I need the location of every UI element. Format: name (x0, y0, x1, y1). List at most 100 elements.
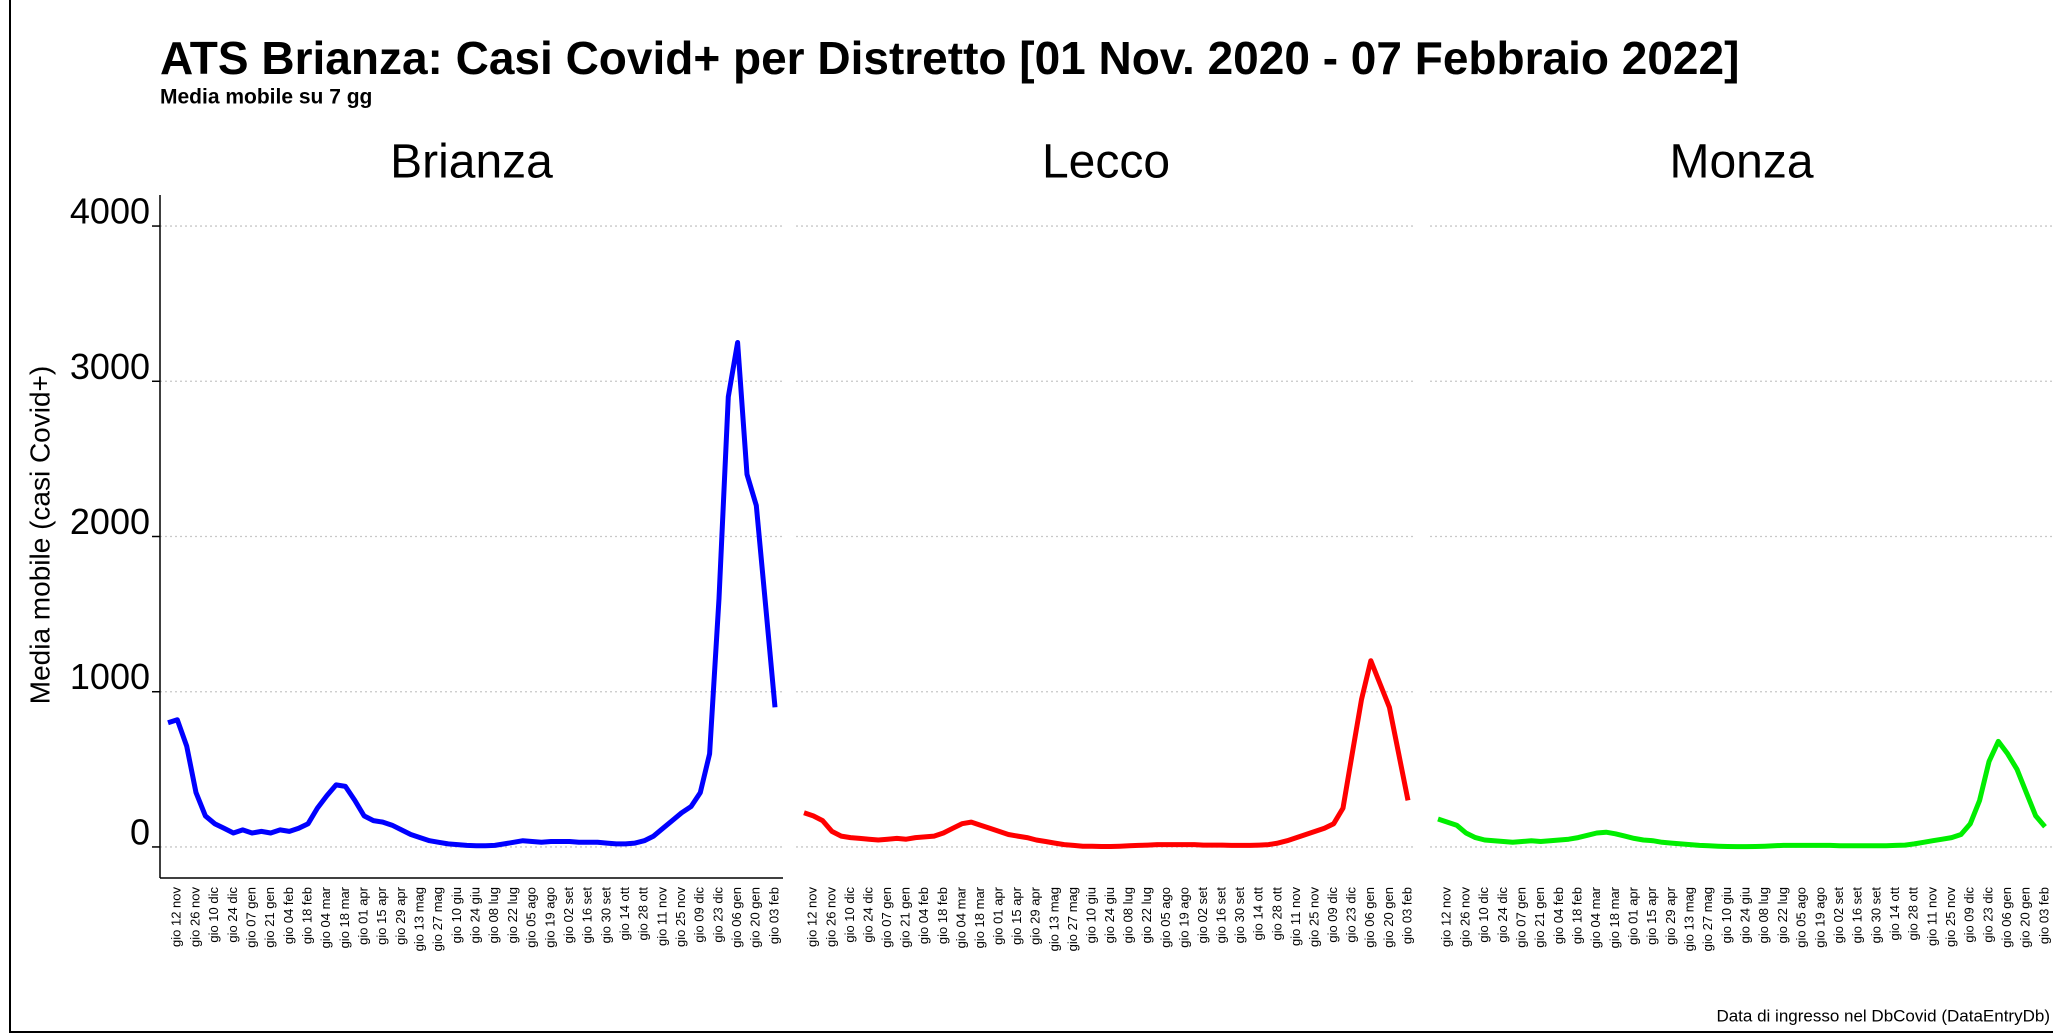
data-line (803, 658, 1411, 849)
x-tick-label: gio 19 ago (542, 887, 557, 948)
x-tick-label: gio 11 nov (654, 887, 669, 947)
x-tick-label: gio 28 ott (1906, 887, 1921, 941)
x-tick-label: gio 28 ott (636, 887, 651, 941)
x-tick-label: gio 19 ago (1812, 887, 1827, 948)
x-tick-label: gio 13 mag (412, 887, 427, 951)
x-tick-label: gio 11 nov (1924, 887, 1939, 947)
x-tick-label: gio 15 apr (1009, 886, 1024, 944)
x-tick-label: gio 24 dic (1495, 887, 1510, 943)
x-tick-label: gio 02 set (561, 887, 576, 944)
x-tick-label: gio 04 mar (953, 886, 968, 948)
x-tick-label: gio 24 giu (468, 887, 483, 943)
y-tick-label: 2000 (70, 501, 150, 542)
x-tick-label: gio 27 mag (1700, 887, 1715, 951)
x-tick-label: gio 07 gen (243, 887, 258, 948)
x-tick-label: gio 18 mar (1607, 886, 1622, 948)
x-tick-label: gio 09 dic (692, 887, 707, 943)
x-tick-label: gio 16 set (580, 887, 595, 944)
footer-note: Data di ingresso nel DbCovid (DataEntryD… (1716, 1006, 2050, 1025)
x-tick-label: gio 18 mar (337, 886, 352, 948)
x-tick-label: gio 26 nov (823, 887, 838, 947)
data-line (167, 340, 778, 849)
x-tick-label: gio 29 apr (1028, 886, 1043, 944)
x-tick-label: gio 09 dic (1325, 887, 1340, 943)
x-tick-label: gio 13 mag (1682, 887, 1697, 951)
x-tick-label: gio 14 ott (1887, 887, 1902, 941)
x-tick-label: gio 10 dic (206, 887, 221, 943)
x-tick-label: gio 23 dic (1344, 887, 1359, 943)
y-axis-label: Media mobile (casi Covid+) (24, 366, 55, 704)
x-tick-label: gio 14 ott (1251, 887, 1266, 941)
x-tick-label: gio 05 ago (524, 887, 539, 948)
x-tick-label: gio 01 apr (1626, 886, 1641, 944)
x-tick-label: gio 27 mag (1065, 887, 1080, 951)
x-tick-label: gio 04 mar (1588, 886, 1603, 948)
x-tick-label: gio 08 lug (1756, 887, 1771, 943)
x-tick-label: gio 24 giu (1738, 887, 1753, 943)
chart-title: ATS Brianza: Casi Covid+ per Distretto [… (160, 32, 1739, 84)
x-tick-label: gio 11 nov (1288, 887, 1303, 947)
x-tick-label: gio 28 ott (1269, 887, 1284, 941)
x-tick-label: gio 15 apr (374, 886, 389, 944)
x-tick-label: gio 06 gen (1999, 887, 2014, 948)
x-tick-label: gio 16 set (1850, 887, 1865, 944)
y-tick-label: 1000 (70, 656, 150, 697)
x-tick-label: gio 23 dic (1980, 887, 1995, 943)
x-tick-label: gio 10 dic (1476, 887, 1491, 943)
frame (9, 0, 2053, 1033)
x-tick-label: gio 03 feb (1399, 887, 1414, 944)
y-tick-label: 0 (130, 811, 150, 852)
x-tick-label: gio 18 feb (935, 887, 950, 944)
x-tick-label: gio 08 lug (486, 887, 501, 943)
x-tick-label: gio 06 gen (729, 887, 744, 948)
x-tick-label: gio 14 ott (617, 887, 632, 941)
x-tick-label: gio 08 lug (1121, 887, 1136, 943)
x-tick-label: gio 24 dic (860, 887, 875, 943)
x-tick-label: gio 23 dic (710, 887, 725, 943)
x-tick-label: gio 29 apr (393, 886, 408, 944)
x-tick-label: gio 18 feb (300, 887, 315, 944)
x-tick-label: gio 07 gen (879, 887, 894, 948)
x-tick-label: gio 04 feb (281, 887, 296, 944)
x-tick-label: gio 04 feb (1551, 887, 1566, 944)
x-tick-label: gio 04 feb (916, 887, 931, 944)
x-tick-label: gio 30 set (1232, 887, 1247, 944)
x-tick-label: gio 02 set (1831, 887, 1846, 944)
x-tick-label: gio 03 feb (766, 887, 781, 944)
x-tick-label: gio 10 giu (1084, 887, 1099, 943)
x-tick-label: gio 16 set (1214, 887, 1229, 944)
x-tick-label: gio 15 apr (1644, 886, 1659, 944)
x-tick-label: gio 27 mag (430, 887, 445, 951)
x-tick-label: gio 19 ago (1176, 887, 1191, 948)
x-tick-label: gio 22 lug (505, 887, 520, 943)
x-tick-label: gio 12 nov (805, 887, 820, 947)
x-tick-label: gio 21 gen (262, 887, 277, 948)
x-tick-label: gio 22 lug (1139, 887, 1154, 943)
x-tick-label: gio 26 nov (187, 887, 202, 947)
x-tick-label: gio 01 apr (991, 886, 1006, 944)
x-tick-label: gio 21 gen (898, 887, 913, 948)
x-tick-label: gio 10 dic (842, 887, 857, 943)
x-tick-label: gio 05 ago (1794, 887, 1809, 948)
panel-title: Monza (1669, 136, 1813, 189)
x-tick-label: gio 21 gen (1532, 887, 1547, 948)
x-tick-label: gio 24 giu (1102, 887, 1117, 943)
x-tick-label: gio 01 apr (356, 886, 371, 944)
x-tick-label: gio 05 ago (1158, 887, 1173, 948)
x-tick-label: gio 10 giu (1719, 887, 1734, 943)
x-tick-label: gio 20 gen (2018, 887, 2033, 948)
x-tick-label: gio 13 mag (1046, 887, 1061, 951)
x-tick-label: gio 29 apr (1663, 886, 1678, 944)
x-tick-label: gio 26 nov (1457, 887, 1472, 947)
x-tick-label: gio 18 mar (972, 886, 987, 948)
x-tick-label: gio 25 nov (673, 887, 688, 947)
x-tick-label: gio 25 nov (1943, 887, 1958, 947)
data-line (1437, 738, 2047, 850)
x-tick-label: gio 24 dic (225, 887, 240, 943)
y-tick-label: 3000 (70, 346, 150, 387)
x-tick-label: gio 25 nov (1307, 887, 1322, 947)
x-tick-label: gio 09 dic (1962, 887, 1977, 943)
chart-subtitle: Media mobile su 7 gg (160, 86, 372, 109)
